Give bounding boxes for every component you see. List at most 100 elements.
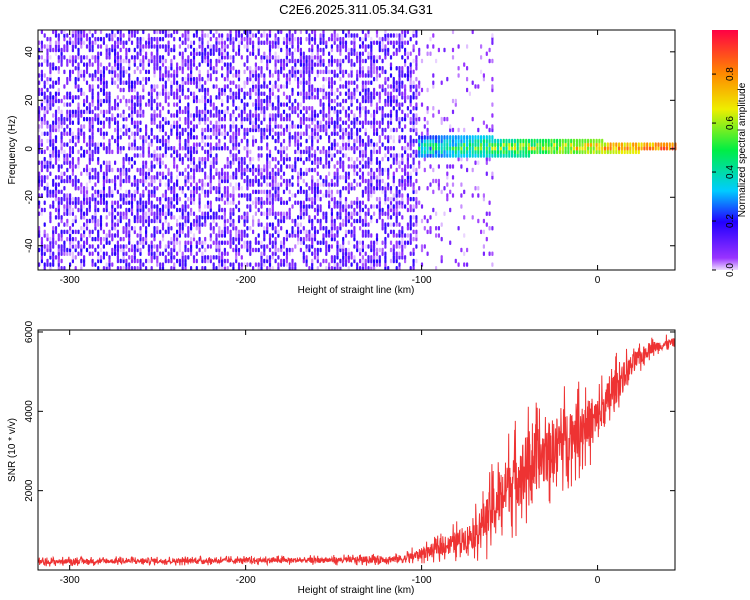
spectrogram-cell	[108, 124, 111, 129]
spectrogram-cell	[69, 149, 72, 155]
spectrogram-cell	[418, 153, 421, 158]
spectrogram-cell	[212, 262, 215, 267]
spectrogram-cell	[184, 58, 187, 64]
spectrogram-cell	[159, 102, 162, 107]
spectrogram-cell	[398, 84, 401, 89]
spectrogram-cell	[181, 58, 184, 64]
spectrogram-cell	[142, 95, 145, 100]
spectrogram-cell	[139, 120, 142, 125]
spectrogram-cell	[105, 200, 108, 205]
spectrogram-cell	[384, 91, 387, 96]
spectrogram-cell	[52, 98, 55, 104]
spectrogram-cell	[105, 251, 108, 256]
spectrogram-cell	[285, 51, 288, 56]
spectrogram-cell	[170, 84, 173, 89]
spectrogram-cell	[40, 120, 43, 125]
spectrogram-cell	[375, 196, 379, 202]
spectrogram-cell	[232, 47, 235, 53]
spectrogram-cell	[176, 91, 179, 96]
spectrogram-cell	[57, 106, 60, 111]
spectrogram-cell	[313, 200, 317, 205]
spectrogram-cell	[181, 55, 184, 60]
spectrogram-cell	[288, 98, 291, 104]
spectrogram-cell	[401, 244, 404, 249]
spectrogram-cell	[277, 186, 280, 191]
spectrogram-cell	[139, 233, 142, 238]
spectrogram-cell	[66, 247, 69, 253]
spectrogram-cell	[381, 240, 384, 245]
spectrogram-cell	[49, 218, 52, 224]
spectrogram-cell	[375, 120, 379, 125]
spectrogram-cell	[204, 95, 207, 100]
spectrogram-cell	[367, 193, 370, 198]
spectrogram-cell	[328, 36, 331, 42]
spectrogram-cell	[342, 247, 345, 253]
spectrogram-cell	[85, 167, 89, 173]
spectrogram-cell	[398, 80, 401, 85]
spectrogram-cell	[156, 106, 159, 111]
spectrogram-cell	[83, 109, 86, 115]
spectrogram-cell	[190, 175, 193, 180]
spectrogram-cell	[206, 73, 210, 78]
spectrogram-cell	[221, 262, 224, 267]
spectrogram-cell	[294, 29, 297, 35]
spectrogram-cell	[102, 142, 105, 147]
spectrogram-cell	[181, 255, 184, 260]
spectrogram-cell	[190, 66, 193, 71]
spectrogram-cell	[305, 29, 308, 35]
spectrogram-cell	[128, 229, 131, 235]
spectrogram-cell	[375, 66, 379, 71]
spectrogram-cell	[159, 69, 162, 75]
spectrogram-cell	[257, 98, 260, 104]
spectrogram-cell	[142, 178, 145, 184]
spectrogram-cell	[274, 120, 277, 125]
spectrogram-cell	[99, 131, 103, 136]
spectrogram-cell	[215, 47, 218, 53]
spectrogram-cell	[246, 146, 249, 151]
spectrogram-cell	[325, 160, 328, 165]
spectrogram-cell	[398, 160, 401, 165]
spectrogram-cell	[215, 156, 218, 162]
spectrogram-cell	[240, 33, 243, 38]
spectrogram-cell	[291, 226, 294, 231]
spectrogram-cell	[206, 215, 210, 220]
spectrogram-cell	[130, 200, 134, 205]
spectrogram-cell	[145, 135, 148, 140]
spectrogram-cell	[319, 262, 322, 267]
spectrogram-cell	[128, 47, 131, 53]
spectrogram-cell	[409, 266, 412, 271]
spectrogram-cell	[128, 160, 131, 165]
spectrogram-cell	[83, 98, 86, 104]
spectrogram-cell	[66, 229, 69, 235]
spectrogram-cell	[164, 66, 167, 71]
spectrogram-cell	[122, 164, 125, 169]
spectrogram-cell	[150, 44, 153, 49]
spectrogram-cell	[367, 255, 370, 260]
spectrogram-cell	[102, 113, 105, 118]
spectrogram-cell	[204, 106, 207, 111]
spectrogram-cell	[170, 62, 173, 67]
spectrogram-cell	[429, 215, 432, 220]
spectrogram-cell	[285, 62, 288, 67]
spectrogram-cell	[333, 262, 336, 267]
spectrogram-cell	[77, 109, 80, 115]
spectrogram-cell	[313, 186, 317, 191]
spectrogram-cell	[294, 164, 297, 169]
spectrogram-cell	[254, 87, 257, 93]
spectrogram-cell	[181, 229, 184, 235]
spectrogram-cell	[325, 266, 328, 271]
spectrogram-cell	[178, 207, 181, 213]
spectrogram-cell	[159, 218, 162, 224]
spectrogram-cell	[409, 251, 412, 256]
spectrogram-cell	[60, 124, 63, 129]
spectrogram-cell	[201, 178, 204, 184]
spectrogram-cell	[313, 160, 317, 165]
spectrogram-cell	[299, 247, 302, 253]
spectrogram-cell	[159, 211, 162, 216]
spectrogram-cell	[122, 236, 125, 242]
spectrogram-cell	[77, 178, 80, 184]
spectrogram-cell	[128, 236, 131, 242]
spectrogram-cell	[111, 207, 114, 213]
spectrogram-cell	[412, 160, 415, 165]
spectrogram-cell	[291, 164, 294, 169]
